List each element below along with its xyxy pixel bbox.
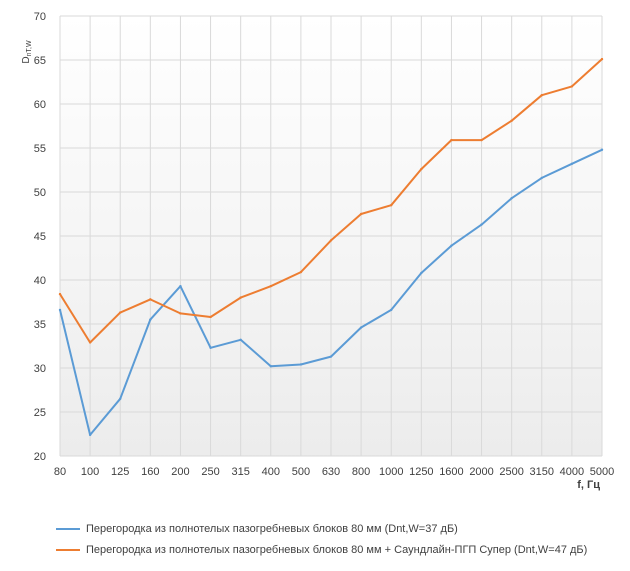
legend-swatch-series-2 xyxy=(56,548,80,551)
data-point-series-2 xyxy=(480,138,483,142)
y-tick-label: 70 xyxy=(34,11,46,23)
y-tick-label: 50 xyxy=(34,187,46,199)
x-tick-label: 500 xyxy=(292,466,310,478)
data-point-series-2 xyxy=(58,292,62,296)
data-point-series-1 xyxy=(480,223,483,226)
y-axis-title-main: D xyxy=(21,56,32,63)
data-point-series-1 xyxy=(239,338,242,342)
x-tick-label: 800 xyxy=(352,466,370,478)
x-tick-label: 400 xyxy=(262,466,280,478)
y-tick-label: 20 xyxy=(34,451,46,463)
legend-swatch-series-1 xyxy=(56,527,80,530)
data-point-series-2 xyxy=(119,311,122,314)
data-point-series-2 xyxy=(239,296,242,299)
data-point-series-1 xyxy=(299,363,303,366)
y-tick-label: 65 xyxy=(34,55,46,67)
x-tick-label: 100 xyxy=(81,466,99,478)
data-point-series-1 xyxy=(179,284,182,288)
data-point-series-1 xyxy=(209,346,212,349)
data-point-series-2 xyxy=(420,167,423,171)
y-axis-title: DnT,W xyxy=(21,40,33,64)
y-tick-label: 35 xyxy=(34,319,46,331)
data-point-series-1 xyxy=(570,162,574,166)
data-point-series-2 xyxy=(540,94,543,97)
data-point-series-1 xyxy=(149,318,152,321)
data-point-series-1 xyxy=(88,433,92,437)
data-point-series-2 xyxy=(359,212,363,216)
data-point-series-2 xyxy=(510,119,513,122)
axis-labels: DnT,W f, Гц 20 25 30 35 40 45 50 55 60 65 70 80 100 1… xyxy=(21,11,614,491)
x-tick-label: 2500 xyxy=(499,466,523,478)
data-point-series-2 xyxy=(179,312,182,315)
data-point-series-1 xyxy=(269,365,272,368)
data-point-series-2 xyxy=(450,138,453,142)
x-tick-label: 125 xyxy=(111,466,129,478)
data-point-series-2 xyxy=(209,315,212,319)
x-tick-label: 250 xyxy=(201,466,219,478)
x-tick-label: 315 xyxy=(231,466,249,478)
data-point-series-1 xyxy=(510,196,513,200)
x-tick-label: 80 xyxy=(54,466,66,478)
gridlines xyxy=(59,15,603,457)
data-point-series-2 xyxy=(88,341,92,344)
x-tick-label: 2000 xyxy=(469,466,493,478)
data-point-series-1 xyxy=(58,308,62,312)
data-point-series-2 xyxy=(329,239,333,242)
legend-label-series-2: Перегородка из полнотелых пазогребневых … xyxy=(86,543,588,556)
x-tick-label: 1600 xyxy=(439,466,463,478)
data-point-series-2 xyxy=(600,57,604,61)
y-axis-title-sub: nT,W xyxy=(26,40,33,56)
y-tick-label: 40 xyxy=(34,275,46,287)
x-tick-label: 3150 xyxy=(530,466,554,478)
data-point-series-1 xyxy=(420,271,423,275)
x-tick-label: 200 xyxy=(171,466,189,478)
data-point-series-1 xyxy=(390,308,393,312)
x-tick-label: 1250 xyxy=(409,466,433,478)
x-tick-label: 160 xyxy=(141,466,159,478)
data-point-series-1 xyxy=(119,397,122,400)
data-point-series-2 xyxy=(390,204,393,207)
data-point-series-2 xyxy=(570,85,574,88)
x-axis-title: f, Гц xyxy=(577,479,600,491)
y-tick-label: 55 xyxy=(34,143,46,155)
data-point-series-2 xyxy=(149,298,152,301)
y-tick-label: 25 xyxy=(34,407,46,419)
data-point-series-1 xyxy=(600,148,604,151)
x-tick-label: 5000 xyxy=(590,466,614,478)
data-point-series-1 xyxy=(329,355,333,358)
data-point-series-1 xyxy=(540,176,543,180)
series-lines xyxy=(58,57,604,437)
x-tick-label: 4000 xyxy=(560,466,584,478)
legend-item-series-2: Перегородка из полнотелых пазогребневых … xyxy=(56,539,587,560)
data-point-series-2 xyxy=(269,284,272,288)
legend-label-series-1: Перегородка из полнотелых пазогребневых … xyxy=(86,522,458,535)
x-tick-label: 1000 xyxy=(379,466,403,478)
y-tick-label: 45 xyxy=(34,231,46,243)
data-point-series-1 xyxy=(450,244,453,247)
legend-item-series-1: Перегородка из полнотелых пазогребневых … xyxy=(56,518,587,539)
data-point-series-1 xyxy=(359,326,363,329)
x-tick-label: 630 xyxy=(322,466,340,478)
y-tick-label: 60 xyxy=(34,99,46,111)
legend: Перегородка из полнотелых пазогребневых … xyxy=(56,518,587,560)
y-tick-label: 30 xyxy=(34,363,46,375)
data-point-series-2 xyxy=(299,270,303,274)
